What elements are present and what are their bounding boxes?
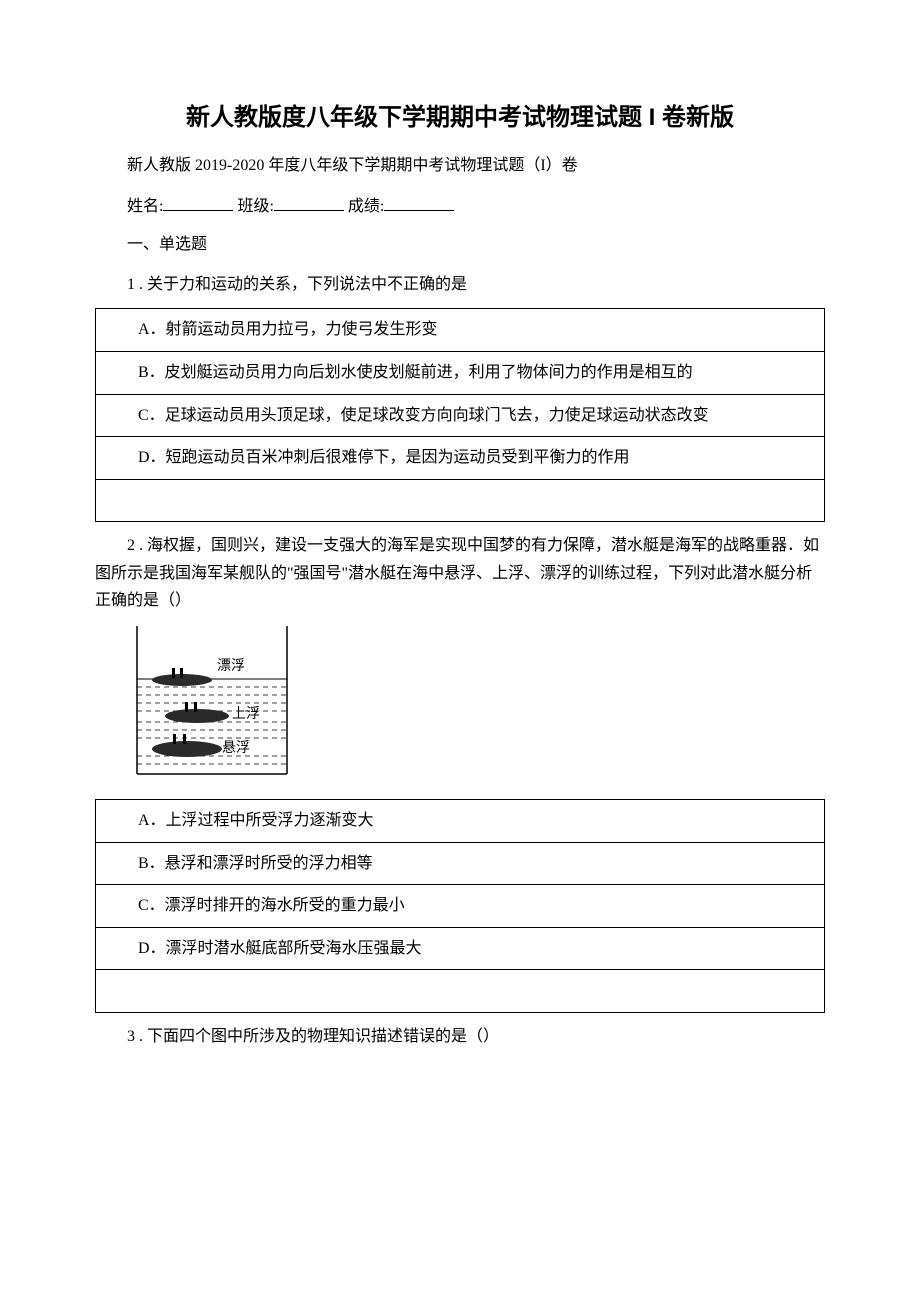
blank-class[interactable]: [274, 192, 344, 211]
sub-suspend: [152, 741, 222, 757]
label-class: 班级:: [237, 198, 273, 215]
q2-option-a: A．上浮过程中所受浮力逐渐变大: [96, 799, 825, 842]
q2-diagram: 漂浮 上浮 悬浮: [127, 624, 825, 787]
q1-empty-row: [96, 479, 825, 522]
label-suspend: 悬浮: [222, 740, 250, 756]
blank-score[interactable]: [384, 192, 454, 211]
blank-name[interactable]: [163, 192, 233, 211]
q2-empty-row: [96, 970, 825, 1013]
q2-stem: 2 . 海权握，国则兴，建设一支强大的海军是实现中国梦的有力保障，潜水艇是海军的…: [95, 532, 825, 614]
q1-option-d: D．短跑运动员百米冲刺后很难停下，是因为运动员受到平衡力的作用: [96, 437, 825, 480]
q1-stem: 1 . 关于力和运动的关系，下列说法中不正确的是: [95, 271, 825, 298]
submarine-diagram-svg: 漂浮 上浮 悬浮: [127, 624, 297, 779]
q1-option-c: C．足球运动员用头顶足球，使足球改变方向向球门飞去，力使足球运动状态改变: [96, 394, 825, 437]
q1-option-a: A．射箭运动员用力拉弓，力使弓发生形变: [96, 309, 825, 352]
label-rise: 上浮: [232, 706, 260, 722]
label-name: 姓名:: [127, 198, 163, 215]
page-title: 新人教版度八年级下学期期中考试物理试题 I 卷新版: [95, 100, 825, 136]
subtitle: 新人教版 2019-2020 年度八年级下学期期中考试物理试题（I）卷: [95, 154, 825, 178]
q2-option-b: B．悬浮和漂浮时所受的浮力相等: [96, 842, 825, 885]
q1-options-table: A．射箭运动员用力拉弓，力使弓发生形变 B．皮划艇运动员用力向后划水使皮划艇前进…: [95, 308, 825, 522]
section-1-title: 一、单选题: [95, 233, 825, 257]
label-score: 成绩:: [348, 198, 384, 215]
q2-option-d: D．漂浮时潜水艇底部所受海水压强最大: [96, 927, 825, 970]
q2-option-c: C．漂浮时排开的海水所受的重力最小: [96, 885, 825, 928]
q3-stem: 3 . 下面四个图中所涉及的物理知识描述错误的是（）: [95, 1023, 825, 1050]
label-float: 漂浮: [217, 658, 245, 674]
blanks-line: 姓名: 班级: 成绩:: [95, 192, 825, 219]
q1-option-b: B．皮划艇运动员用力向后划水使皮划艇前进，利用了物体间力的作用是相互的: [96, 351, 825, 394]
q2-options-table: A．上浮过程中所受浮力逐渐变大 B．悬浮和漂浮时所受的浮力相等 C．漂浮时排开的…: [95, 799, 825, 1013]
